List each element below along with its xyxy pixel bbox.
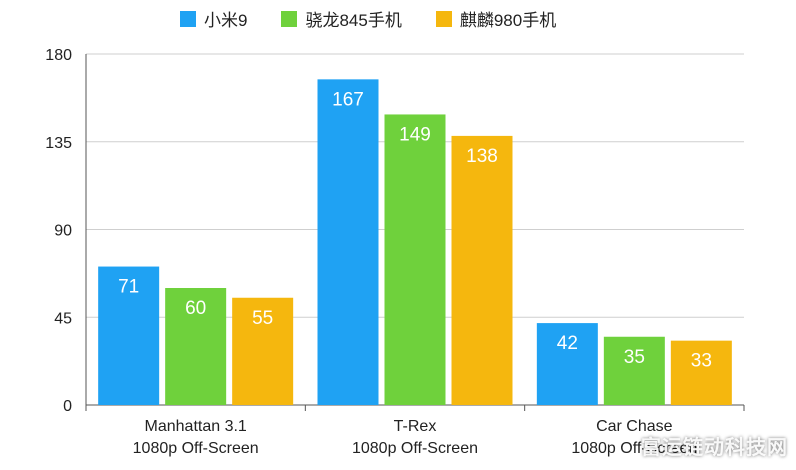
x-category-label-1-line-2: 1080p Off-Screen (133, 440, 259, 457)
y-tick-label-135: 135 (45, 135, 72, 152)
bar-1-series-3 (232, 297, 294, 405)
y-tick-label-180: 180 (45, 47, 72, 64)
legend-swatch-series-2 (281, 10, 298, 27)
legend-swatch-series-1 (180, 10, 196, 27)
legend-swatch-series-3 (435, 10, 452, 27)
x-category-label-2-line-2: 1080p Off-Screen (352, 440, 478, 457)
bar-2-series-2 (384, 114, 446, 405)
data-label-2-series-1: 167 (332, 89, 364, 110)
x-category-label-3-line-1: Car Chase (596, 418, 673, 435)
x-category-label-1-line-1: Manhattan 3.1 (145, 418, 247, 435)
bar-3-series-1 (536, 323, 598, 405)
bar-2-series-1 (317, 79, 379, 405)
legend-item-series-2: 骁龙845手机 (281, 6, 402, 31)
data-label-1-series-2: 60 (185, 298, 206, 319)
bar-3-series-2 (603, 336, 665, 405)
bar-1-series-1 (98, 266, 160, 405)
data-label-1-series-1: 71 (118, 277, 139, 298)
data-label-2-series-3: 138 (466, 146, 498, 167)
data-label-1-series-3: 55 (252, 308, 273, 329)
x-category-label-3-line-2: 1080p Off-Screen (571, 440, 697, 457)
chart-legend: 小米9 骁龙845手机 麒麟980手机 (180, 6, 556, 31)
y-tick-label-90: 90 (54, 223, 72, 240)
bar-3-series-3 (670, 340, 732, 405)
y-tick-label-0: 0 (63, 398, 72, 415)
legend-item-series-1: 小米9 (180, 6, 247, 31)
legend-item-series-3: 麒麟980手机 (435, 6, 557, 31)
data-label-2-series-2: 149 (399, 124, 431, 145)
bar-2-series-3 (451, 135, 513, 405)
bar-1-series-2 (165, 288, 227, 405)
data-label-3-series-2: 35 (624, 347, 645, 368)
watermark-text: 富运链动科技网 (641, 437, 788, 459)
legend-label-series-2: 骁龙845手机 (305, 11, 402, 30)
x-category-label-2-line-1: T-Rex (394, 418, 437, 435)
legend-label-series-3: 麒麟980手机 (459, 11, 557, 30)
data-label-3-series-1: 42 (557, 333, 578, 354)
legend-label-series-1: 小米9 (204, 11, 248, 30)
data-label-3-series-3: 33 (691, 351, 712, 372)
y-tick-label-45: 45 (54, 310, 72, 327)
